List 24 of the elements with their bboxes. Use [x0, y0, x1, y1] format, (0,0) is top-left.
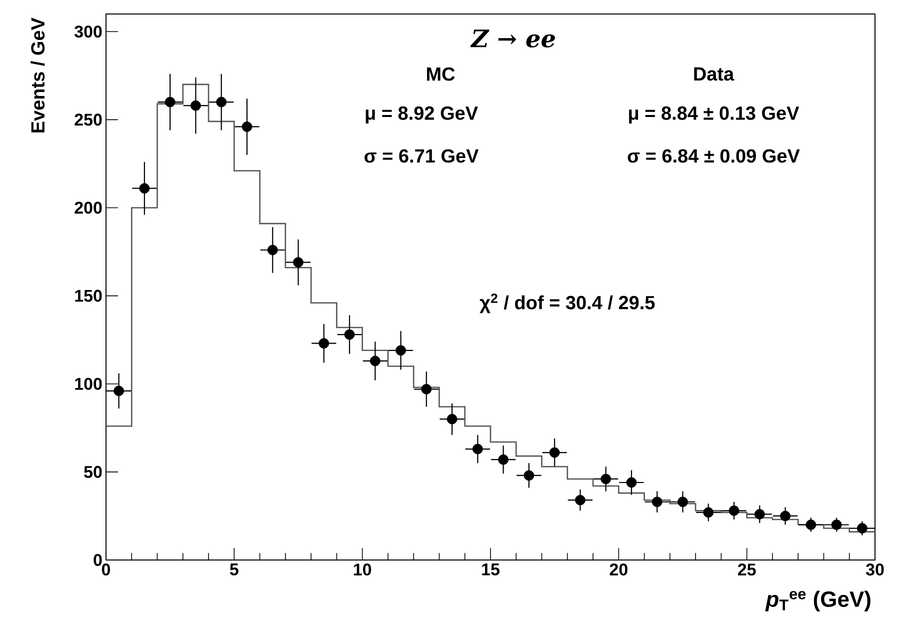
x-tick-label: 25 [738, 564, 756, 576]
x-tick-label: 10 [354, 564, 372, 576]
x-tick-label: 20 [610, 564, 628, 576]
y-tick-label: 0 [94, 554, 102, 566]
y-tick-label: 100 [75, 378, 102, 390]
x-tick-label: 5 [230, 564, 238, 576]
annotation: Data [694, 67, 734, 81]
y-tick-label: 300 [74, 26, 102, 38]
y-tick-label: 250 [74, 114, 102, 126]
y-tick-label: 150 [75, 290, 102, 302]
y-axis-title: Events / GeV [30, 18, 45, 132]
x-tick-label: 0 [102, 564, 110, 576]
annotation: μ = 8.84 ± 0.13 GeV [629, 106, 800, 124]
annotation: σ = 6.84 ± 0.09 GeV [628, 149, 800, 163]
y-tick-label: 200 [74, 202, 102, 214]
annotation: σ = 6.71 GeV [364, 149, 479, 163]
x-axis-title: p$_{T}$$^{ee}$ (GeV) [765, 590, 870, 612]
x-tick-label: 15 [482, 564, 500, 576]
x-tick-label: 30 [866, 564, 884, 576]
annotation: μ = 8.92 GeV [366, 106, 478, 124]
text: Z → ee [470, 30, 555, 48]
annotation: MC [427, 67, 455, 81]
annotation: χ$^{2}$ / dof = 30.4 / 29.5 [480, 294, 655, 314]
y-tick-label: 50 [84, 466, 102, 478]
